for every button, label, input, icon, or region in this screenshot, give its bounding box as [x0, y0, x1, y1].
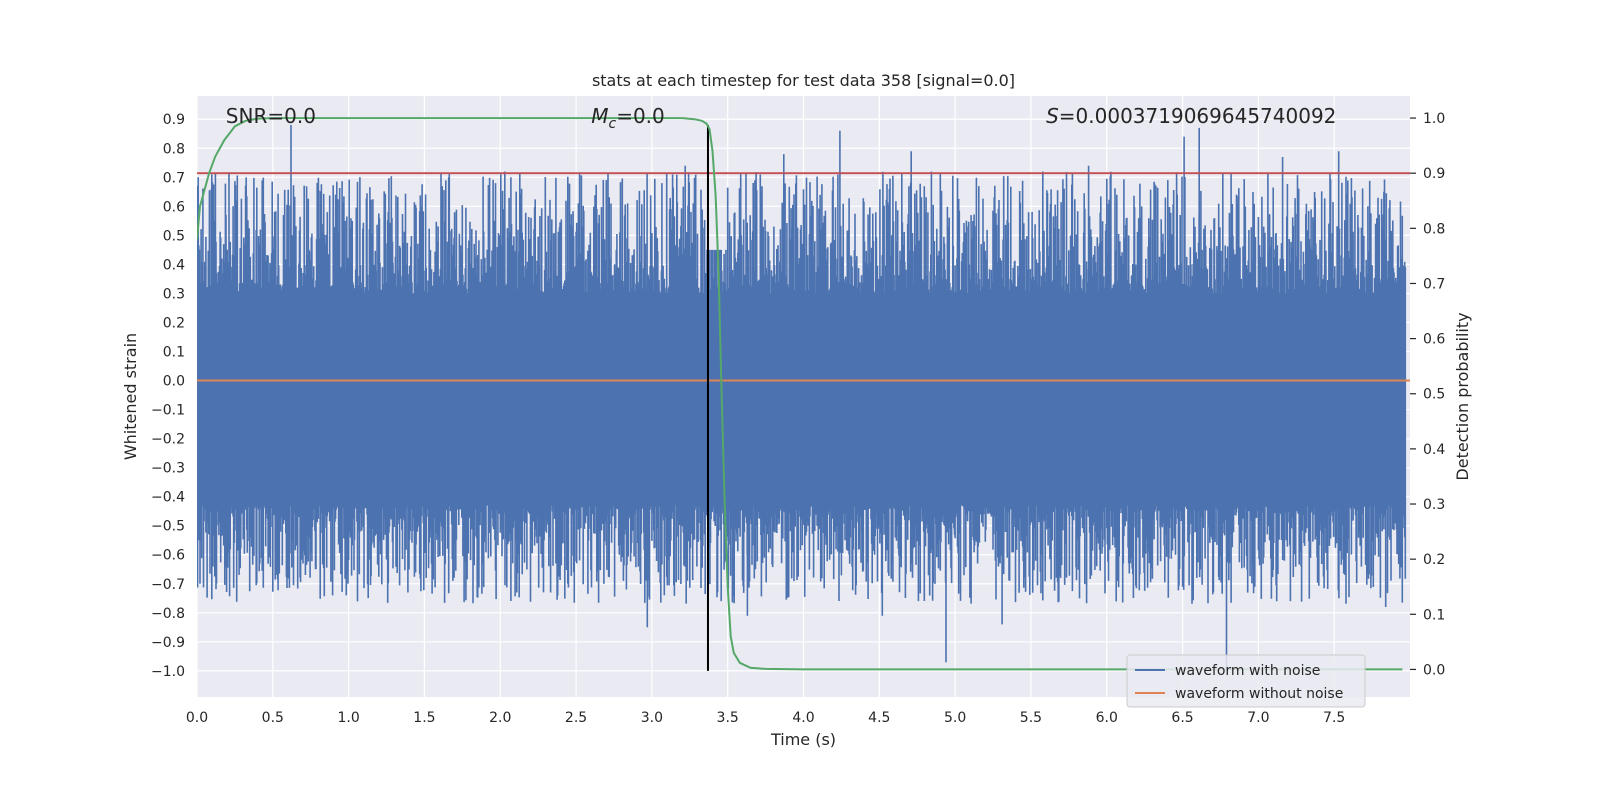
x-tick-label: 0.0: [186, 710, 208, 726]
x-axis-ticks: 0.0 0.5 1.0 1.5 2.0 2.5 3.0 3.5 4.0 4.5 5.0 5.5 6.0 6…: [186, 710, 1345, 726]
y-tick-label: 0.1: [163, 344, 185, 360]
right-tick-label: 0.7: [1423, 276, 1445, 292]
score-annotation: S=0.0003719069645740092: [1046, 104, 1336, 128]
y-tick-label: −0.4: [151, 490, 185, 506]
mc-symbol: M: [591, 104, 608, 128]
right-axis-label: Detection probability: [1453, 312, 1472, 480]
noise-trace: [197, 125, 1407, 668]
right-tick-label: 1.0: [1423, 111, 1445, 127]
y-tick-label: −0.1: [151, 403, 185, 419]
legend-label-clean: waveform without noise: [1175, 686, 1343, 702]
y-tick-label: 0.6: [163, 199, 185, 215]
x-tick-label: 4.5: [868, 710, 890, 726]
y-tick-label: −0.6: [151, 548, 185, 564]
x-tick-label: 5.5: [1020, 710, 1042, 726]
y-tick-label: 0.0: [163, 374, 185, 390]
right-tick-label: 0.1: [1423, 607, 1445, 623]
detection-probability-line: [197, 117, 1403, 671]
y-tick-label: 0.9: [163, 112, 185, 128]
y-tick-label: −0.5: [151, 519, 185, 535]
x-tick-label: 7.0: [1247, 710, 1269, 726]
right-tick-label: 0.0: [1423, 662, 1445, 678]
x-tick-label: 3.0: [641, 710, 663, 726]
y-tick-label: 0.7: [163, 170, 185, 186]
legend-label-noise: waveform with noise: [1175, 663, 1320, 679]
chirp-mass-annotation: Mc=0.0: [591, 104, 665, 132]
x-tick-label: 2.0: [489, 710, 511, 726]
x-tick-label: 2.5: [565, 710, 587, 726]
y-tick-label: −0.2: [151, 432, 185, 448]
legend-box: [1126, 654, 1366, 708]
legend: waveform with noise waveform without noi…: [1126, 654, 1366, 708]
x-tick-label: 7.5: [1323, 710, 1345, 726]
y-tick-label: −0.7: [151, 577, 185, 593]
y-tick-label: 0.8: [163, 141, 185, 157]
x-tick-label: 1.5: [413, 710, 435, 726]
mc-subscript: c: [608, 116, 616, 132]
y-tick-label: −0.9: [151, 635, 185, 651]
right-tick-label: 0.6: [1423, 332, 1445, 348]
x-tick-label: 5.0: [944, 710, 966, 726]
y-tick-label: 0.3: [163, 286, 185, 302]
chart-title: stats at each timestep for test data 358…: [592, 71, 1015, 90]
right-axis-ticks: 1.0 0.9 0.8 0.7 0.6 0.5 0.4 0.3 0.2 0.1 0.0: [1410, 111, 1445, 678]
s-value: =0.0003719069645740092: [1059, 104, 1337, 128]
x-tick-label: 6.0: [1096, 710, 1118, 726]
x-tick-label: 1.0: [337, 710, 359, 726]
y-axis-ticks: 0.9 0.8 0.7 0.6 0.5 0.4 0.3 0.2 0.1 0.0 −0.1 −0.2 −0…: [151, 112, 185, 680]
y-tick-label: −0.8: [151, 606, 185, 622]
right-tick-label: 0.5: [1423, 387, 1445, 403]
s-symbol: S: [1046, 104, 1059, 128]
y-tick-label: −0.3: [151, 461, 185, 477]
noise-series: [197, 125, 1407, 668]
y-axis-label: Whitened strain: [121, 333, 140, 460]
right-tick-label: 0.9: [1423, 166, 1445, 182]
mc-value: =0.0: [616, 104, 665, 128]
y-tick-label: 0.2: [163, 315, 185, 331]
right-tick-label: 0.2: [1423, 552, 1445, 568]
right-tick-label: 0.4: [1423, 442, 1445, 458]
x-tick-label: 4.0: [792, 710, 814, 726]
x-tick-label: 3.5: [717, 710, 739, 726]
x-tick-label: 0.5: [262, 710, 284, 726]
y-tick-label: 0.4: [163, 257, 185, 273]
y-tick-label: −1.0: [151, 664, 185, 680]
right-tick-label: 0.3: [1423, 497, 1445, 513]
y-tick-label: 0.5: [163, 228, 185, 244]
right-tick-label: 0.8: [1423, 221, 1445, 237]
x-tick-label: 6.5: [1171, 710, 1193, 726]
snr-annotation: SNR=0.0: [226, 104, 316, 128]
x-axis-label: Time (s): [770, 730, 836, 749]
